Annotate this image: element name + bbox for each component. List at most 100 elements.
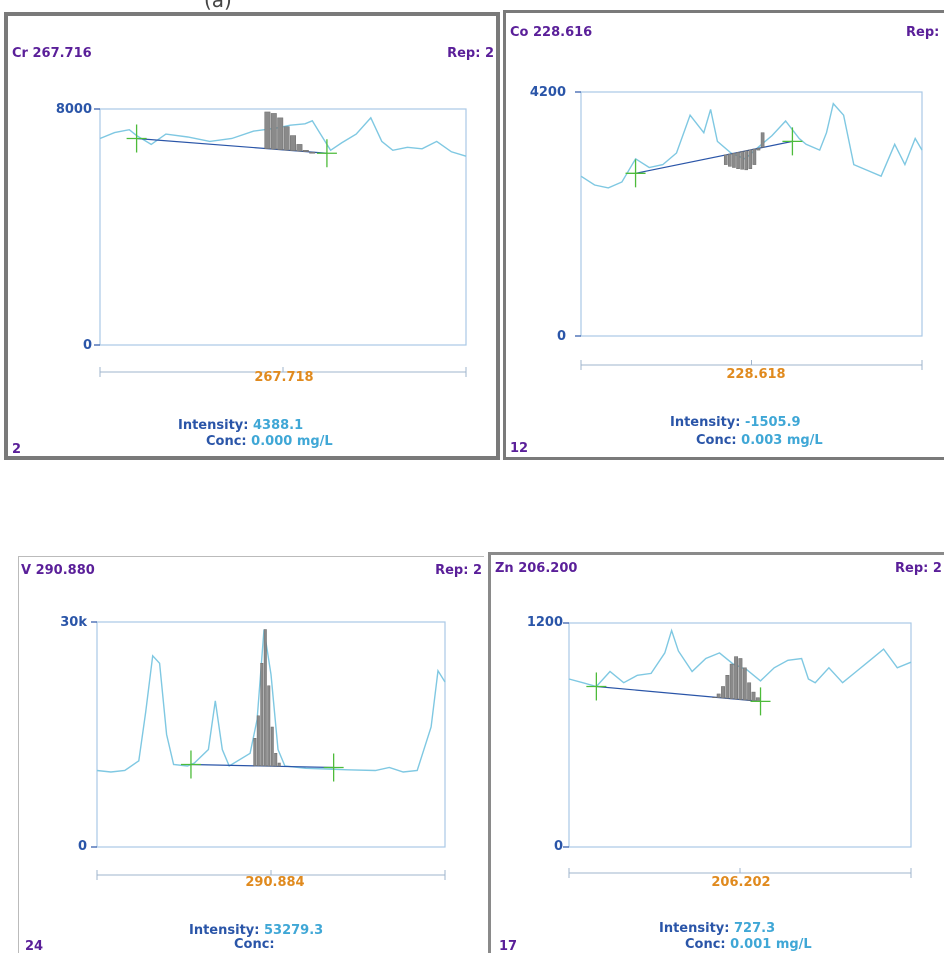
integration-bar — [283, 126, 290, 151]
x-center-label: 267.718 — [254, 370, 314, 385]
conc-readout: Conc: — [234, 937, 275, 952]
conc-readout: Conc: 0.000 mg/L — [206, 434, 333, 449]
integration-bar — [756, 147, 761, 151]
conc-label: Conc: — [206, 434, 247, 449]
integration-bar — [752, 148, 757, 165]
spectrum-panel-v: V 290.880 Rep: 2 30k 0 290.884 Intensity… — [18, 556, 484, 953]
y-max-label: 8000 — [55, 102, 92, 117]
x-center-label: 228.618 — [726, 367, 786, 382]
spectrum-panel-cr: Cr 267.716 Rep: 2 8000 0 267.718 Intensi… — [4, 12, 500, 460]
intensity-label: Intensity: — [178, 418, 249, 433]
rep-label: Rep: 2 — [906, 25, 944, 40]
element-title: Zn 206.200 — [495, 561, 578, 576]
intensity-readout: Intensity: 4388.1 — [178, 418, 303, 433]
conc-label: Conc: — [696, 433, 737, 448]
conc-label: Conc: — [234, 937, 275, 952]
integration-bar — [290, 135, 296, 151]
integration-bar — [267, 685, 271, 767]
integration-bar — [732, 152, 736, 168]
conc-label: Conc: — [685, 937, 726, 952]
integration-bar — [302, 150, 309, 152]
integration-bar — [270, 113, 277, 150]
baseline-line — [635, 140, 793, 174]
integration-bar — [729, 663, 734, 700]
intensity-value: -1505.9 — [745, 415, 801, 430]
intensity-label: Intensity: — [659, 921, 730, 936]
intensity-label: Intensity: — [670, 415, 741, 430]
integration-bar — [725, 675, 730, 699]
intensity-value: 727.3 — [734, 921, 776, 936]
y-max-label: 30k — [60, 615, 87, 630]
integration-bar — [274, 753, 278, 767]
spectrum-plot — [575, 91, 923, 370]
conc-value: 0.003 mg/L — [741, 433, 823, 448]
rep-label: Rep: 2 — [895, 561, 942, 576]
plot-frame — [568, 622, 912, 848]
panel-number: 17 — [499, 939, 518, 953]
integration-bar — [270, 726, 274, 767]
integration-bar — [748, 149, 753, 169]
y-max-label: 4200 — [529, 85, 566, 100]
integration-bar — [260, 663, 264, 767]
plot-frame — [99, 108, 467, 346]
conc-value: 0.000 mg/L — [251, 434, 333, 449]
element-title: Co 228.616 — [510, 25, 593, 40]
integration-bar — [277, 762, 281, 767]
intensity-value: 4388.1 — [253, 418, 304, 433]
rep-label: Rep: 2 — [447, 46, 494, 61]
integration-bar — [728, 153, 732, 167]
x-center-label: 206.202 — [711, 875, 771, 890]
spectrum-panel-zn: Zn 206.200 Rep: 2 1200 0 206.202 Intensi… — [488, 552, 944, 953]
plot-frame — [580, 91, 923, 337]
integration-bar — [256, 715, 260, 767]
spectrum-plot — [91, 621, 446, 880]
intensity-label: Intensity: — [189, 923, 260, 938]
y-min-label: 0 — [556, 329, 566, 344]
integration-bar — [723, 154, 728, 165]
panel-number: 12 — [510, 441, 529, 456]
element-title: Cr 267.716 — [12, 46, 92, 61]
integration-bar — [309, 151, 316, 154]
integration-bar — [716, 693, 721, 698]
intensity-readout: Intensity: 727.3 — [659, 921, 775, 936]
integration-bar — [751, 691, 756, 702]
y-max-label: 1200 — [526, 615, 563, 630]
x-center-label: 290.884 — [245, 875, 305, 890]
intensity-value: 53279.3 — [264, 923, 324, 938]
intensity-readout: Intensity: 53279.3 — [189, 923, 323, 938]
y-min-label: 0 — [77, 839, 87, 854]
integration-bar — [760, 132, 765, 148]
conc-value: 0.001 mg/L — [730, 937, 812, 952]
integration-bar — [742, 667, 747, 701]
panel-number: 24 — [25, 939, 44, 953]
spectrum-line — [99, 116, 467, 157]
integration-bar — [738, 658, 743, 700]
integration-bar — [744, 150, 749, 171]
conc-readout: Conc: 0.003 mg/L — [696, 433, 823, 448]
partial-caption: (a) — [204, 0, 232, 12]
integration-bar — [253, 738, 257, 767]
integration-bar — [277, 117, 284, 150]
integration-bar — [296, 144, 303, 152]
integration-bar — [734, 656, 739, 700]
integration-bar — [736, 152, 740, 169]
integration-bar — [747, 682, 752, 701]
integration-bar — [263, 629, 267, 767]
integration-bar — [721, 686, 725, 699]
conc-readout: Conc: 0.001 mg/L — [685, 937, 812, 952]
panel-number: 2 — [12, 442, 22, 457]
rep-label: Rep: 2 — [435, 563, 482, 578]
spectrum-line — [580, 102, 923, 189]
integration-bar — [264, 111, 271, 149]
y-min-label: 0 — [553, 839, 563, 854]
spectrum-plot — [94, 108, 467, 377]
element-title: V 290.880 — [21, 563, 95, 578]
integration-bar — [740, 151, 744, 170]
spectrum-panel-co: Co 228.616 Rep: 2 4200 0 228.618 Intensi… — [503, 10, 944, 460]
plot-frame — [96, 621, 446, 848]
y-min-label: 0 — [82, 338, 92, 353]
intensity-readout: Intensity: -1505.9 — [670, 415, 801, 430]
integration-bar — [755, 697, 760, 702]
spectrum-plot — [563, 622, 912, 878]
spectrum-line — [96, 629, 446, 773]
